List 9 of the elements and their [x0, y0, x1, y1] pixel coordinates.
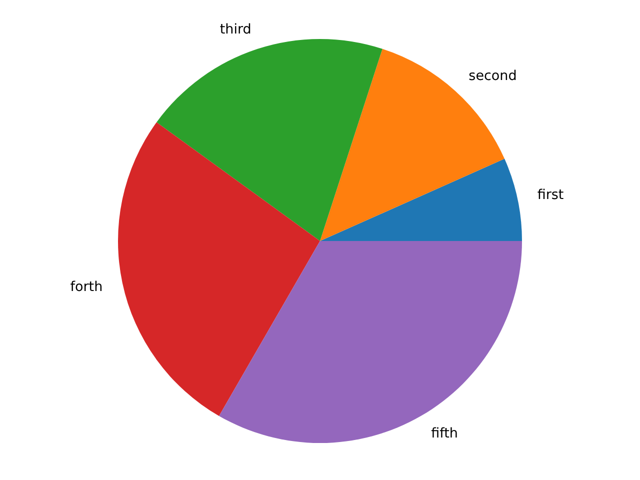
pie-slice: [320, 158, 522, 241]
slice-label: forth: [70, 279, 103, 296]
pie-slice: [118, 122, 320, 416]
slice-label: fifth: [431, 425, 458, 442]
slice-label: second: [468, 68, 517, 84]
pie-slice: [156, 39, 382, 241]
pie-slice: [219, 241, 522, 443]
slice-label: first: [537, 186, 564, 203]
slice-label: third: [220, 22, 252, 38]
